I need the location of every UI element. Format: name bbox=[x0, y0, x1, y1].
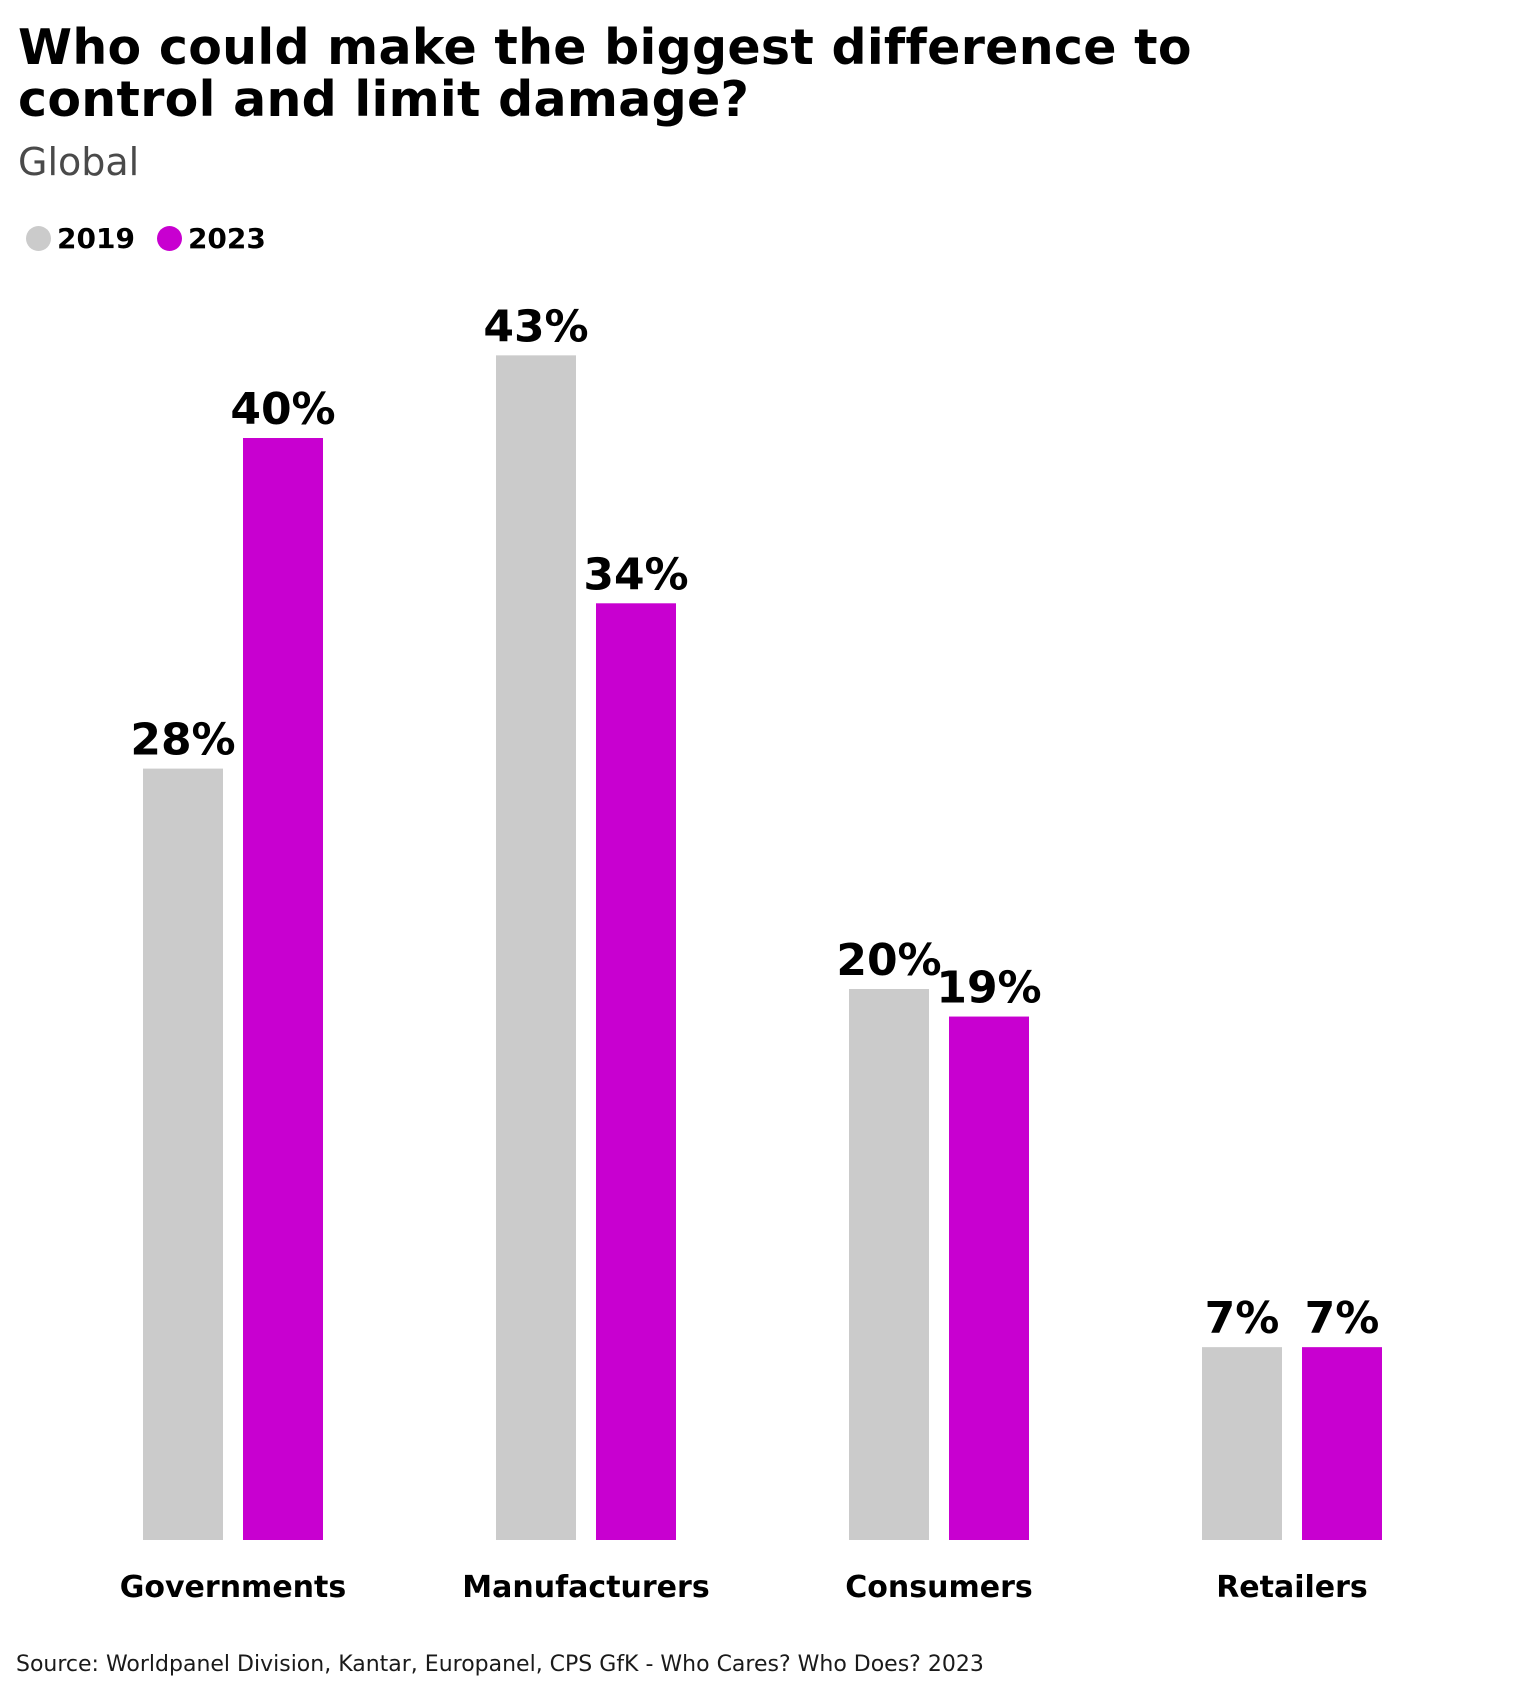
category-label-retailers: Retailers bbox=[1216, 1570, 1368, 1605]
source-note: Source: Worldpanel Division, Kantar, Eur… bbox=[16, 1652, 984, 1677]
category-label-manufacturers: Manufacturers bbox=[462, 1570, 709, 1605]
data-label-consumers-2023: 19% bbox=[936, 963, 1041, 1014]
data-label-manufacturers-2019: 43% bbox=[483, 301, 588, 352]
data-label-manufacturers-2023: 34% bbox=[583, 549, 688, 600]
bar-retailers-2019 bbox=[1202, 1347, 1282, 1540]
chart-title: Who could make the biggest difference to… bbox=[18, 19, 1192, 128]
legend-swatch-2019 bbox=[26, 226, 51, 251]
data-label-governments-2023: 40% bbox=[230, 384, 335, 435]
legend-swatch-2023 bbox=[156, 226, 182, 251]
legend-label-2019: 2019 bbox=[57, 222, 135, 255]
legend: 2019 2023 bbox=[26, 222, 288, 255]
data-label-retailers-2019: 7% bbox=[1205, 1293, 1280, 1344]
legend-label-2023: 2023 bbox=[187, 222, 266, 255]
data-label-retailers-2023: 7% bbox=[1305, 1293, 1380, 1344]
legend-item-2023: 2023 bbox=[156, 222, 266, 255]
bar-manufacturers-2019 bbox=[496, 355, 576, 1541]
bar-governments-2019 bbox=[143, 768, 223, 1540]
bar-consumers-2023 bbox=[949, 1016, 1029, 1540]
category-label-consumers: Consumers bbox=[845, 1570, 1032, 1605]
chart-subtitle: Global bbox=[18, 140, 140, 184]
category-label-governments: Governments bbox=[120, 1570, 346, 1605]
legend-item-2019: 2019 bbox=[26, 222, 135, 255]
bar-retailers-2023 bbox=[1302, 1347, 1382, 1540]
data-label-consumers-2019: 20% bbox=[836, 935, 941, 986]
data-label-governments-2019: 28% bbox=[130, 715, 235, 766]
bar-consumers-2019 bbox=[849, 989, 929, 1540]
bar-manufacturers-2023 bbox=[596, 603, 676, 1540]
bar-governments-2023 bbox=[243, 438, 323, 1540]
